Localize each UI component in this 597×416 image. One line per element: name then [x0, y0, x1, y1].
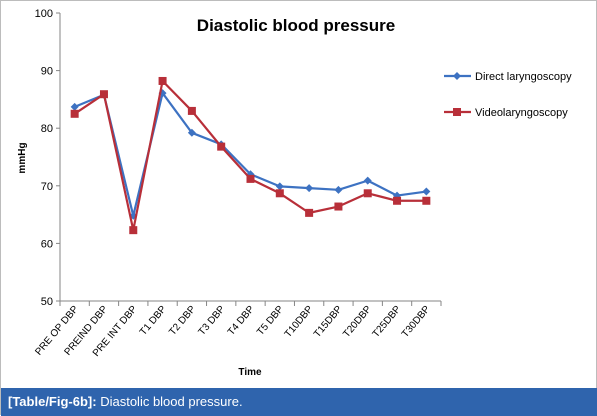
- series-line: [74, 91, 427, 217]
- legend-marker: [453, 72, 461, 80]
- x-tick-label: T20DBP: [341, 304, 374, 340]
- data-point: [334, 202, 343, 211]
- x-tick-label: T1 DBP: [138, 304, 169, 338]
- series-line: [74, 79, 427, 232]
- data-point: [363, 189, 372, 198]
- data-point: [422, 196, 431, 205]
- caption-ref: [Table/Fig-6b]:: [8, 394, 97, 409]
- data-point: [187, 106, 196, 115]
- data-point: [363, 176, 372, 185]
- x-tick-label: T30DBP: [400, 304, 433, 340]
- x-tick-label: T4 DBP: [226, 304, 257, 338]
- data-point: [99, 90, 108, 99]
- x-tick-label: T2 DBP: [167, 304, 198, 338]
- series-1: [70, 89, 431, 220]
- legend: Direct laryngoscopy Videolaryngoscopy: [444, 71, 572, 119]
- y-axis-label: mmHg: [17, 142, 28, 173]
- legend-marker: [453, 108, 461, 116]
- y-tick-label: 90: [41, 66, 53, 78]
- legend-label: Direct laryngoscopy: [475, 71, 572, 83]
- data-point: [246, 174, 255, 183]
- series-layer: [70, 76, 431, 235]
- chart-title: Diastolic blood pressure: [197, 16, 395, 35]
- x-tick-label: T25DBP: [371, 304, 404, 340]
- data-point: [305, 184, 314, 193]
- y-tick-label: 100: [35, 8, 53, 20]
- y-tick-label: 80: [41, 123, 53, 135]
- data-point: [70, 109, 79, 118]
- data-point: [334, 185, 343, 194]
- data-point: [129, 226, 138, 235]
- data-point: [217, 142, 226, 151]
- caption-text: Diastolic blood pressure.: [96, 394, 243, 409]
- data-point: [158, 76, 167, 85]
- legend-item: Direct laryngoscopy: [444, 71, 572, 83]
- data-point: [305, 208, 314, 217]
- y-tick-label: 50: [41, 296, 53, 308]
- x-tick-label: T10DBP: [283, 304, 316, 340]
- data-point: [275, 182, 284, 191]
- data-point: [275, 189, 284, 198]
- x-axis-label: Time: [238, 367, 262, 378]
- series-2: [70, 76, 431, 235]
- y-tick-label: 60: [41, 238, 53, 250]
- chart: Diastolic blood pressure 5060708090100PR…: [17, 8, 572, 378]
- x-tick-label: T3 DBP: [197, 304, 228, 338]
- x-tick-label: T15DBP: [312, 304, 345, 340]
- data-point: [393, 196, 402, 205]
- figure-caption: [Table/Fig-6b]: Diastolic blood pressure…: [1, 388, 597, 416]
- legend-label: Videolaryngoscopy: [475, 107, 568, 119]
- data-point: [187, 128, 196, 137]
- data-point: [422, 187, 431, 196]
- legend-item: Videolaryngoscopy: [444, 107, 568, 119]
- data-point: [70, 102, 79, 111]
- y-tick-label: 70: [41, 181, 53, 193]
